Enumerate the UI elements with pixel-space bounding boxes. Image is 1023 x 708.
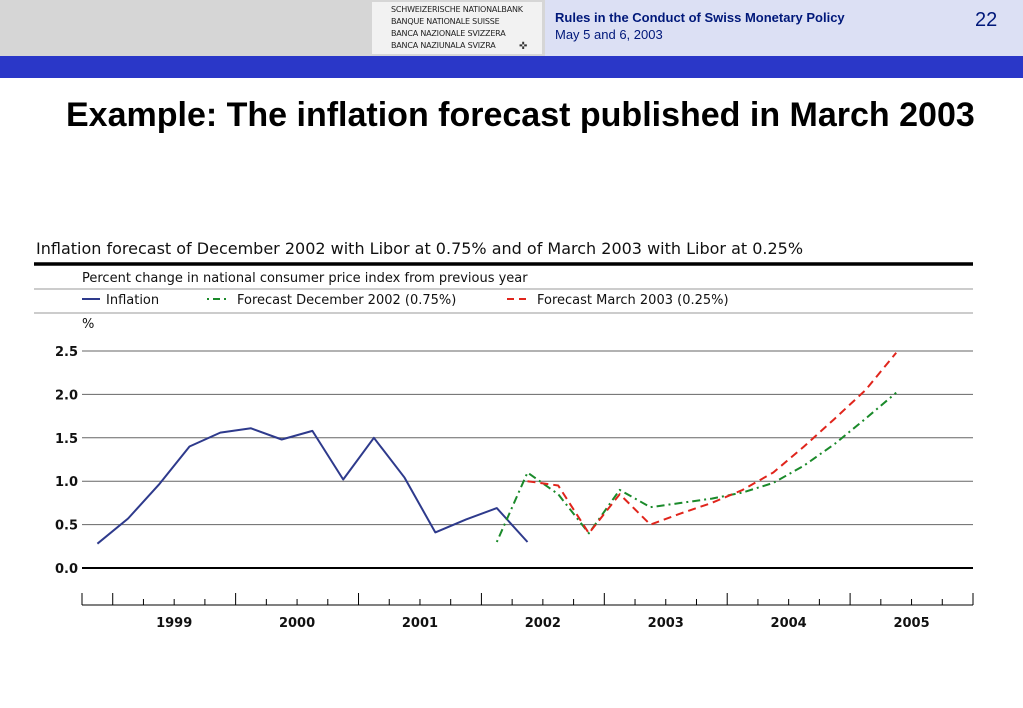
bank-name-fr: BANQUE NATIONALE SUISSE [391,17,500,26]
bank-name-it: BANCA NAZIONALE SVIZZERA [391,29,506,38]
y-axis-unit: % [82,317,94,332]
y-tick-label: 0.0 [55,562,78,577]
series-line-2 [527,352,897,535]
chart-legend: Inflation Forecast December 2002 (0.75%)… [82,293,729,308]
series-line-0 [96,427,529,545]
chart-container: Inflation forecast of December 2002 with… [0,228,1023,648]
header-accent-bar [0,56,1023,78]
x-axis: 1999 2000 2001 2002 2003 2004 2005 [81,593,974,631]
x-tick-label: 2003 [648,616,684,631]
page-number: 22 [975,9,998,31]
presentation-info: Rules in the Conduct of Swiss Monetary P… [545,0,1023,56]
chart-title: Inflation forecast of December 2002 with… [36,239,803,258]
x-tick-label: 2002 [525,616,561,631]
bank-logo: SCHWEIZERISCHE NATIONALBANK BANQUE NATIO… [372,2,542,54]
y-tick-label: 1.0 [55,475,78,490]
x-tick-label: 2000 [279,616,315,631]
y-axis-ticks: 0.0 0.5 1.0 1.5 2.0 2.5 [55,345,78,577]
slide-header: SCHWEIZERISCHE NATIONALBANK BANQUE NATIO… [0,0,1023,56]
x-tick-label: 2004 [771,616,807,631]
y-tick-label: 0.5 [55,519,78,534]
bank-name-de: SCHWEIZERISCHE NATIONALBANK [391,5,523,14]
chart-subtitle: Percent change in national consumer pric… [82,271,528,286]
slide-title: Example: The inflation forecast publishe… [66,96,975,134]
x-tick-label: 2001 [402,616,438,631]
y-tick-label: 2.0 [55,388,78,403]
legend-label-inflation: Inflation [106,293,159,308]
presentation-title: Rules in the Conduct of Swiss Monetary P… [555,10,845,25]
x-tick-label: 2005 [893,616,929,631]
x-tick-label: 1999 [156,616,192,631]
inflation-chart: Inflation forecast of December 2002 with… [34,239,974,631]
presentation-date: May 5 and 6, 2003 [555,27,663,42]
legend-label-forecast-dec-2002: Forecast December 2002 (0.75%) [237,293,456,308]
y-tick-label: 1.5 [55,432,78,447]
data-series [96,352,897,545]
y-tick-label: 2.5 [55,345,78,360]
legend-label-forecast-mar-2003: Forecast March 2003 (0.25%) [537,293,729,308]
logo-area: SCHWEIZERISCHE NATIONALBANK BANQUE NATIO… [0,0,545,56]
grid-lines [82,350,973,569]
swiss-cross-icon: ✜ [519,41,528,52]
series-line-1 [495,391,897,543]
bank-name-rm: BANCA NAZIUNALA SVIZRA [391,41,496,50]
